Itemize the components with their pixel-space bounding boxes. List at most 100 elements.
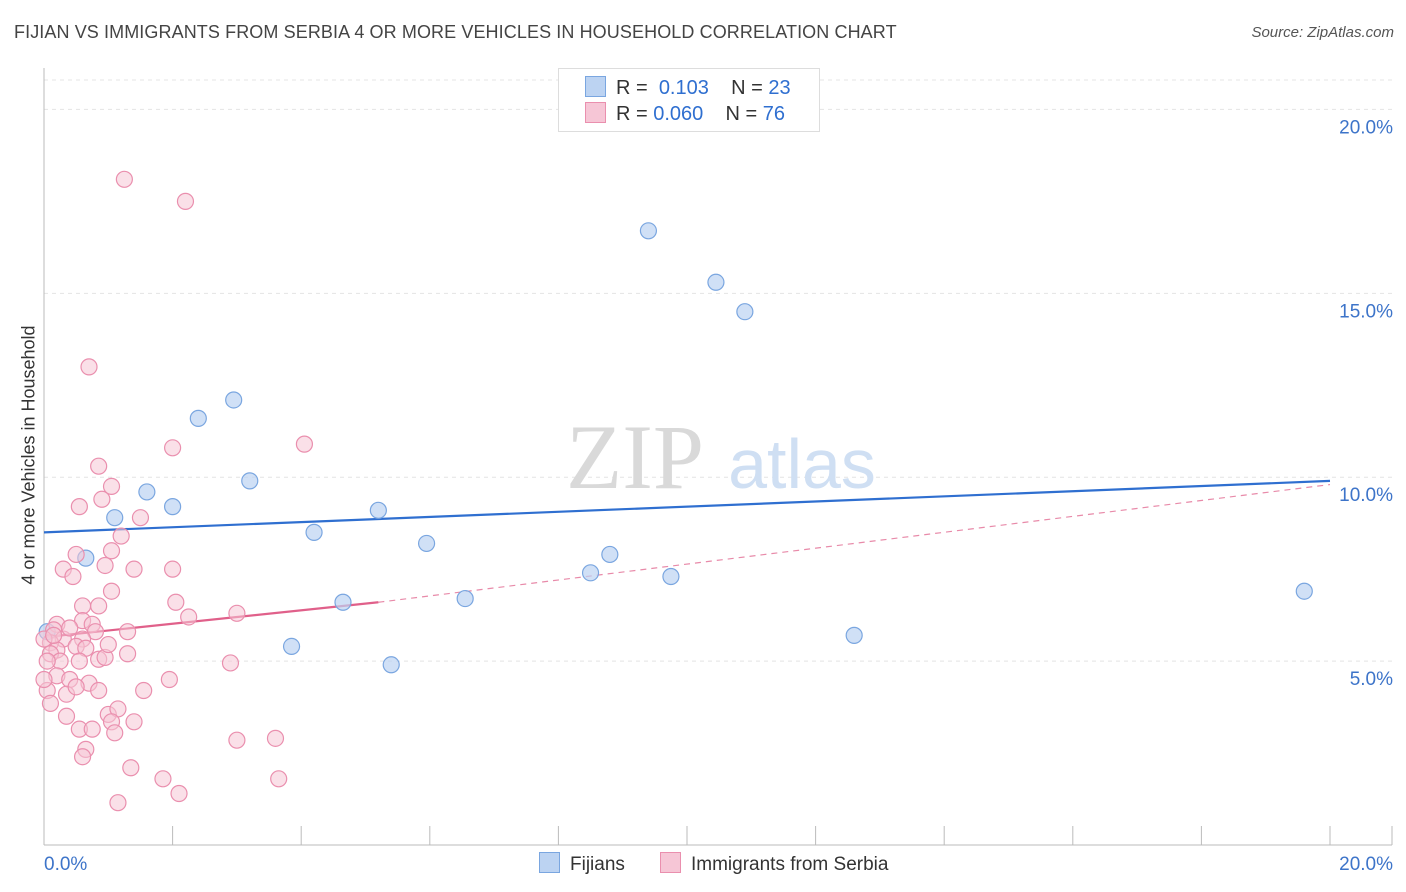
point-serbia: [228, 731, 246, 749]
legend-swatch-serbia: [585, 102, 606, 123]
point-serbia: [160, 670, 178, 689]
point-serbia: [90, 681, 108, 700]
point-serbia: [154, 770, 172, 788]
point-fijians: [225, 391, 243, 409]
point-fijians: [662, 567, 680, 586]
point-fijians: [1295, 582, 1313, 600]
point-fijians: [456, 589, 474, 608]
point-fijians: [707, 273, 725, 291]
point-serbia: [221, 654, 240, 672]
point-fijians: [845, 626, 863, 644]
point-serbia: [164, 560, 182, 578]
point-serbia: [35, 670, 53, 689]
watermark-zip: ZIP: [566, 406, 704, 508]
point-fijians: [164, 498, 182, 516]
point-serbia: [64, 567, 82, 586]
point-serbia: [99, 635, 117, 654]
tick-labels: 5.0% 10.0% 15.0% 20.0% 0.0% 20.0%: [44, 117, 1393, 875]
trend-line-serbia-extension: [378, 483, 1331, 603]
point-fijians: [736, 303, 754, 321]
point-fijians: [382, 656, 400, 674]
point-serbia: [125, 713, 143, 731]
point-serbia: [90, 457, 108, 475]
legend-r-label: R =: [616, 103, 648, 125]
point-serbia: [109, 794, 127, 812]
point-serbia: [73, 748, 92, 766]
point-serbia: [67, 678, 85, 696]
y-tick-label: 15.0%: [1339, 301, 1393, 322]
point-fijians: [601, 545, 619, 564]
y-tick-label: 10.0%: [1339, 485, 1393, 506]
point-serbia: [93, 490, 111, 508]
point-serbia: [270, 770, 288, 788]
y-tick-label: 20.0%: [1339, 117, 1393, 138]
data-points: [35, 170, 1313, 812]
point-fijians: [241, 472, 259, 490]
bottom-legend-label-fijians: Fijians: [570, 854, 625, 875]
legend-r-value-serbia: 0.060: [653, 103, 704, 125]
point-serbia: [73, 597, 92, 615]
point-serbia: [57, 707, 76, 725]
point-serbia: [167, 593, 185, 611]
point-fijians: [189, 409, 207, 427]
point-serbia: [118, 645, 137, 663]
point-serbia: [102, 542, 121, 560]
chart-title: FIJIAN VS IMMIGRANTS FROM SERBIA 4 OR MO…: [14, 22, 897, 42]
bottom-legend-fijians: Fijians: [539, 852, 625, 876]
trend-line-fijians: [43, 479, 1331, 534]
point-serbia: [45, 626, 63, 644]
legend-r-label: R =: [616, 77, 648, 99]
point-serbia: [102, 477, 121, 496]
point-fijians: [417, 534, 436, 553]
point-serbia: [38, 652, 56, 670]
point-serbia: [118, 623, 137, 641]
point-serbia: [86, 623, 105, 641]
legend-row-serbia: R = 0.060 N = 76: [585, 102, 785, 126]
point-serbia: [90, 597, 108, 615]
gridlines: [44, 79, 1392, 662]
point-serbia: [180, 608, 198, 626]
legend-n-value-fijians: 23: [768, 77, 791, 99]
point-serbia: [266, 729, 285, 747]
point-serbia: [106, 724, 124, 742]
point-serbia: [228, 604, 246, 622]
point-serbia: [67, 545, 85, 564]
point-serbia: [70, 498, 88, 516]
legend-n-label: N =: [725, 103, 758, 125]
point-serbia: [125, 560, 143, 578]
bottom-legend-label-serbia: Immigrants from Serbia: [691, 854, 889, 875]
y-tick-label: 5.0%: [1350, 669, 1393, 690]
point-serbia: [131, 509, 150, 527]
bottom-legend-serbia: Immigrants from Serbia: [660, 852, 888, 876]
point-serbia: [164, 439, 182, 457]
point-serbia: [61, 619, 79, 637]
point-serbia: [122, 759, 140, 777]
point-fijians: [138, 483, 156, 501]
point-fijians: [581, 564, 600, 582]
point-serbia: [41, 694, 60, 713]
point-fijians: [305, 523, 323, 541]
bottom-legend-swatch-serbia: [660, 852, 681, 873]
point-serbia: [135, 681, 153, 700]
x-tick-label: 20.0%: [1339, 854, 1393, 875]
point-serbia: [170, 784, 188, 803]
axes: [43, 68, 1393, 846]
point-serbia: [80, 358, 98, 376]
source-label: Source: ZipAtlas.com: [1251, 24, 1394, 41]
point-serbia: [96, 556, 114, 575]
point-fijians: [106, 509, 124, 527]
watermark: ZIP atlas: [566, 406, 876, 508]
point-fijians: [369, 501, 387, 519]
point-serbia: [70, 652, 88, 670]
point-serbia: [295, 435, 314, 453]
legend-r-value-fijians: 0.103: [658, 77, 709, 99]
legend-n-label: N =: [731, 77, 763, 99]
point-fijians: [334, 593, 352, 611]
point-serbia: [115, 170, 133, 188]
point-serbia: [102, 582, 121, 600]
point-fijians: [639, 222, 658, 240]
legend-n-value-serbia: 76: [762, 103, 786, 125]
x-tick-label: 0.0%: [44, 854, 87, 875]
legend-swatch-fijians: [585, 76, 606, 97]
